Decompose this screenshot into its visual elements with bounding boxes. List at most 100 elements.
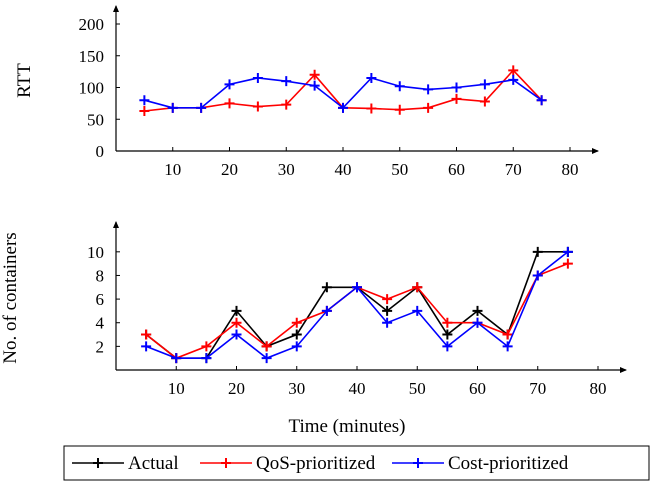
- rtt-y-tick-label: 0: [96, 142, 105, 161]
- containers-point-cost-prioritized: [171, 353, 182, 364]
- containers-x-tick-label: 30: [288, 379, 305, 398]
- legend-item-actual: Actual: [72, 453, 179, 474]
- rtt-point-cost-prioritized: [338, 102, 348, 113]
- rtt-point-cost-prioritized: [281, 76, 292, 87]
- rtt-point-qos-prioritized: [451, 93, 462, 104]
- legend-swatch-marker: [221, 458, 231, 468]
- rtt-x-tick-label: 20: [221, 160, 238, 179]
- containers-y-axis-label: No. of containers: [0, 232, 21, 363]
- containers-x-tick-label: 70: [529, 379, 546, 398]
- legend-item-qos-prioritized: QoS-prioritized: [200, 453, 376, 474]
- rtt-point-qos-prioritized: [479, 96, 490, 107]
- rtt-x-tick-label: 10: [164, 160, 181, 179]
- rtt-series-cost-prioritized: [139, 72, 547, 113]
- containers-point-actual: [472, 305, 483, 316]
- rtt-point-qos-prioritized: [423, 102, 434, 113]
- rtt-point-qos-prioritized: [508, 65, 519, 76]
- rtt-x-tick-label: 50: [391, 160, 408, 179]
- containers-x-axis-label: Time (minutes): [289, 416, 406, 437]
- rtt-point-cost-prioritized: [423, 84, 434, 95]
- containers-point-actual: [291, 329, 302, 340]
- containers-y-tick-label: 10: [87, 243, 104, 262]
- containers-point-qos-prioritized: [412, 282, 423, 293]
- rtt-point-cost-prioritized: [479, 79, 490, 90]
- rtt-x-tick-label: 30: [278, 160, 295, 179]
- rtt-y-tick-label: 100: [79, 79, 105, 98]
- containers-point-cost-prioritized: [261, 353, 272, 364]
- containers-point-actual: [231, 305, 242, 316]
- rtt-point-cost-prioritized: [139, 95, 150, 106]
- legend-swatch-marker: [413, 458, 423, 468]
- rtt-y-tick-label: 150: [79, 47, 105, 66]
- containers-point-actual: [382, 305, 393, 316]
- containers-point-cost-prioritized: [562, 246, 573, 257]
- rtt-point-qos-prioritized: [394, 104, 405, 115]
- rtt-point-cost-prioritized: [508, 74, 519, 85]
- rtt-x-tick-label: 40: [335, 160, 352, 179]
- rtt-point-cost-prioritized: [536, 95, 547, 106]
- containers-y-tick-label: 2: [96, 337, 105, 356]
- containers-point-cost-prioritized: [502, 341, 513, 352]
- legend-label: Actual: [128, 453, 179, 474]
- rtt-point-cost-prioritized: [366, 72, 377, 83]
- rtt-point-qos-prioritized: [281, 99, 292, 110]
- containers-y-tick-label: 8: [96, 266, 105, 285]
- containers-point-cost-prioritized: [352, 282, 362, 293]
- containers-y-tick-label: 6: [96, 290, 105, 309]
- containers-point-qos-prioritized: [231, 317, 242, 328]
- containers-point-cost-prioritized: [231, 329, 242, 340]
- containers-point-cost-prioritized: [532, 270, 543, 281]
- containers-x-tick-label: 20: [228, 379, 245, 398]
- containers-line-actual: [145, 251, 568, 359]
- containers-point-actual: [442, 329, 453, 340]
- containers-line-cost-prioritized: [145, 251, 569, 360]
- containers-y-tick-label: 4: [96, 314, 105, 333]
- containers-x-tick-label: 80: [590, 379, 607, 398]
- rtt-point-cost-prioritized: [394, 81, 405, 92]
- rtt-point-qos-prioritized: [224, 98, 235, 109]
- rtt-x-tick-label: 70: [505, 160, 522, 179]
- rtt-point-cost-prioritized: [309, 80, 320, 91]
- legend-label: Cost-prioritized: [448, 453, 569, 474]
- legend-item-cost-prioritized: Cost-prioritized: [392, 453, 569, 474]
- containers-point-cost-prioritized: [412, 305, 423, 316]
- rtt-point-qos-prioritized: [252, 101, 263, 112]
- rtt-point-qos-prioritized: [366, 103, 377, 114]
- rtt-point-cost-prioritized: [451, 82, 462, 93]
- containers-point-qos-prioritized: [382, 294, 393, 305]
- containers-x-tick-label: 10: [168, 379, 185, 398]
- rtt-point-cost-prioritized: [196, 102, 207, 113]
- containers-point-qos-prioritized: [562, 258, 573, 269]
- rtt-point-cost-prioritized: [252, 72, 263, 83]
- containers-point-qos-prioritized: [442, 317, 453, 328]
- rtt-point-cost-prioritized: [224, 79, 235, 90]
- containers-point-cost-prioritized: [321, 305, 332, 316]
- containers-point-cost-prioritized: [472, 317, 483, 328]
- rtt-x-tick-label: 60: [448, 160, 465, 179]
- containers-point-cost-prioritized: [382, 317, 393, 328]
- rtt-point-qos-prioritized: [139, 105, 150, 116]
- containers-x-tick-label: 50: [409, 379, 426, 398]
- rtt-x-tick-label: 80: [562, 160, 579, 179]
- containers-chart: 10 20 30 40 50 60 70 80 2 4 6 8 10 No. of containers T…: [0, 221, 627, 437]
- rtt-y-axis-label: RTT: [14, 63, 35, 98]
- rtt-chart: 10 20 30 40 50 60 70 80 0 50 100 150 200 RTT: [14, 5, 599, 179]
- containers-point-qos-prioritized: [291, 317, 302, 328]
- legend-label: QoS-prioritized: [256, 453, 376, 474]
- containers-point-actual: [321, 282, 332, 293]
- rtt-y-tick-label: 200: [79, 15, 105, 34]
- containers-point-cost-prioritized: [291, 341, 302, 352]
- legend-swatch-marker: [93, 458, 103, 468]
- containers-point-qos-prioritized: [201, 341, 212, 352]
- containers-point-qos-prioritized: [141, 329, 152, 340]
- containers-point-qos-prioritized: [502, 329, 513, 340]
- containers-point-cost-prioritized: [442, 341, 453, 352]
- containers-series-cost-prioritized: [141, 246, 573, 364]
- rtt-y-tick-label: 50: [87, 110, 104, 129]
- containers-point-actual: [532, 246, 543, 257]
- containers-point-qos-prioritized: [261, 341, 272, 352]
- rtt-point-qos-prioritized: [309, 69, 320, 80]
- containers-x-tick-label: 60: [469, 379, 486, 398]
- legend: Actual QoS-prioritized Cost-prioritized: [63, 445, 650, 481]
